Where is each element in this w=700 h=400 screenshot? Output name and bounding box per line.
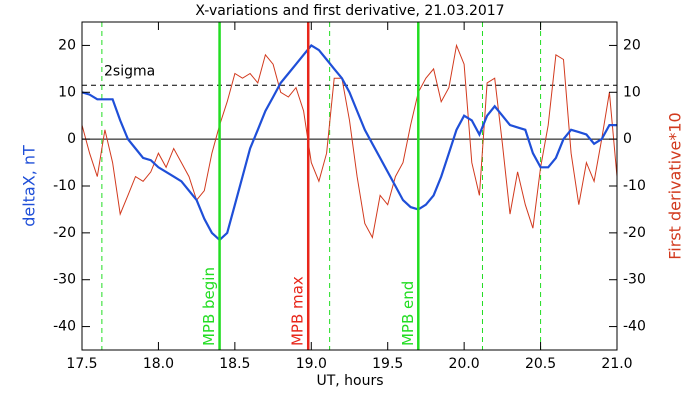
x-tick-label: 20.0: [449, 356, 480, 372]
y-tick-label: 10: [58, 84, 76, 100]
x-tick-label: 19.0: [296, 356, 327, 372]
y2-tick-label: 0: [623, 131, 632, 147]
x-tick-label: 21.0: [601, 356, 632, 372]
y-tick-label: -20: [53, 225, 76, 241]
y2-tick-label: -10: [623, 178, 646, 194]
y-axis-label: deltaX, nT: [20, 145, 39, 227]
chart-title: X-variations and first derivative, 21.03…: [195, 3, 504, 19]
y2-axis-label: First derivative*10: [666, 112, 685, 259]
y2-tick-label: 10: [623, 84, 641, 100]
x-tick-label: 17.5: [66, 356, 97, 372]
event-label: MPB begin: [200, 267, 218, 346]
y2-tick-label: -40: [623, 319, 646, 335]
y-tick-label: 0: [67, 131, 76, 147]
y-tick-label: 20: [58, 37, 76, 53]
y-tick-label: -10: [53, 178, 76, 194]
threshold-label: 2sigma: [104, 63, 155, 79]
plot-frame: [81, 21, 618, 351]
x-axis-label: UT, hours: [316, 373, 383, 389]
y2-tick-label: 20: [623, 37, 641, 53]
series-line: [81, 43, 618, 239]
y-tick-label: -40: [53, 319, 76, 335]
x-tick-label: 19.5: [372, 356, 403, 372]
y2-tick-label: -30: [623, 272, 646, 288]
event-label: MPB end: [399, 281, 417, 346]
y-tick-label: -30: [53, 272, 76, 288]
series-line: [81, 43, 617, 242]
x-tick-label: 20.5: [525, 356, 556, 372]
event-label: MPB max: [289, 276, 307, 346]
x-tick-label: 18.5: [219, 356, 250, 372]
x-tick-label: 18.0: [143, 356, 174, 372]
y2-tick-label: -20: [623, 225, 646, 241]
